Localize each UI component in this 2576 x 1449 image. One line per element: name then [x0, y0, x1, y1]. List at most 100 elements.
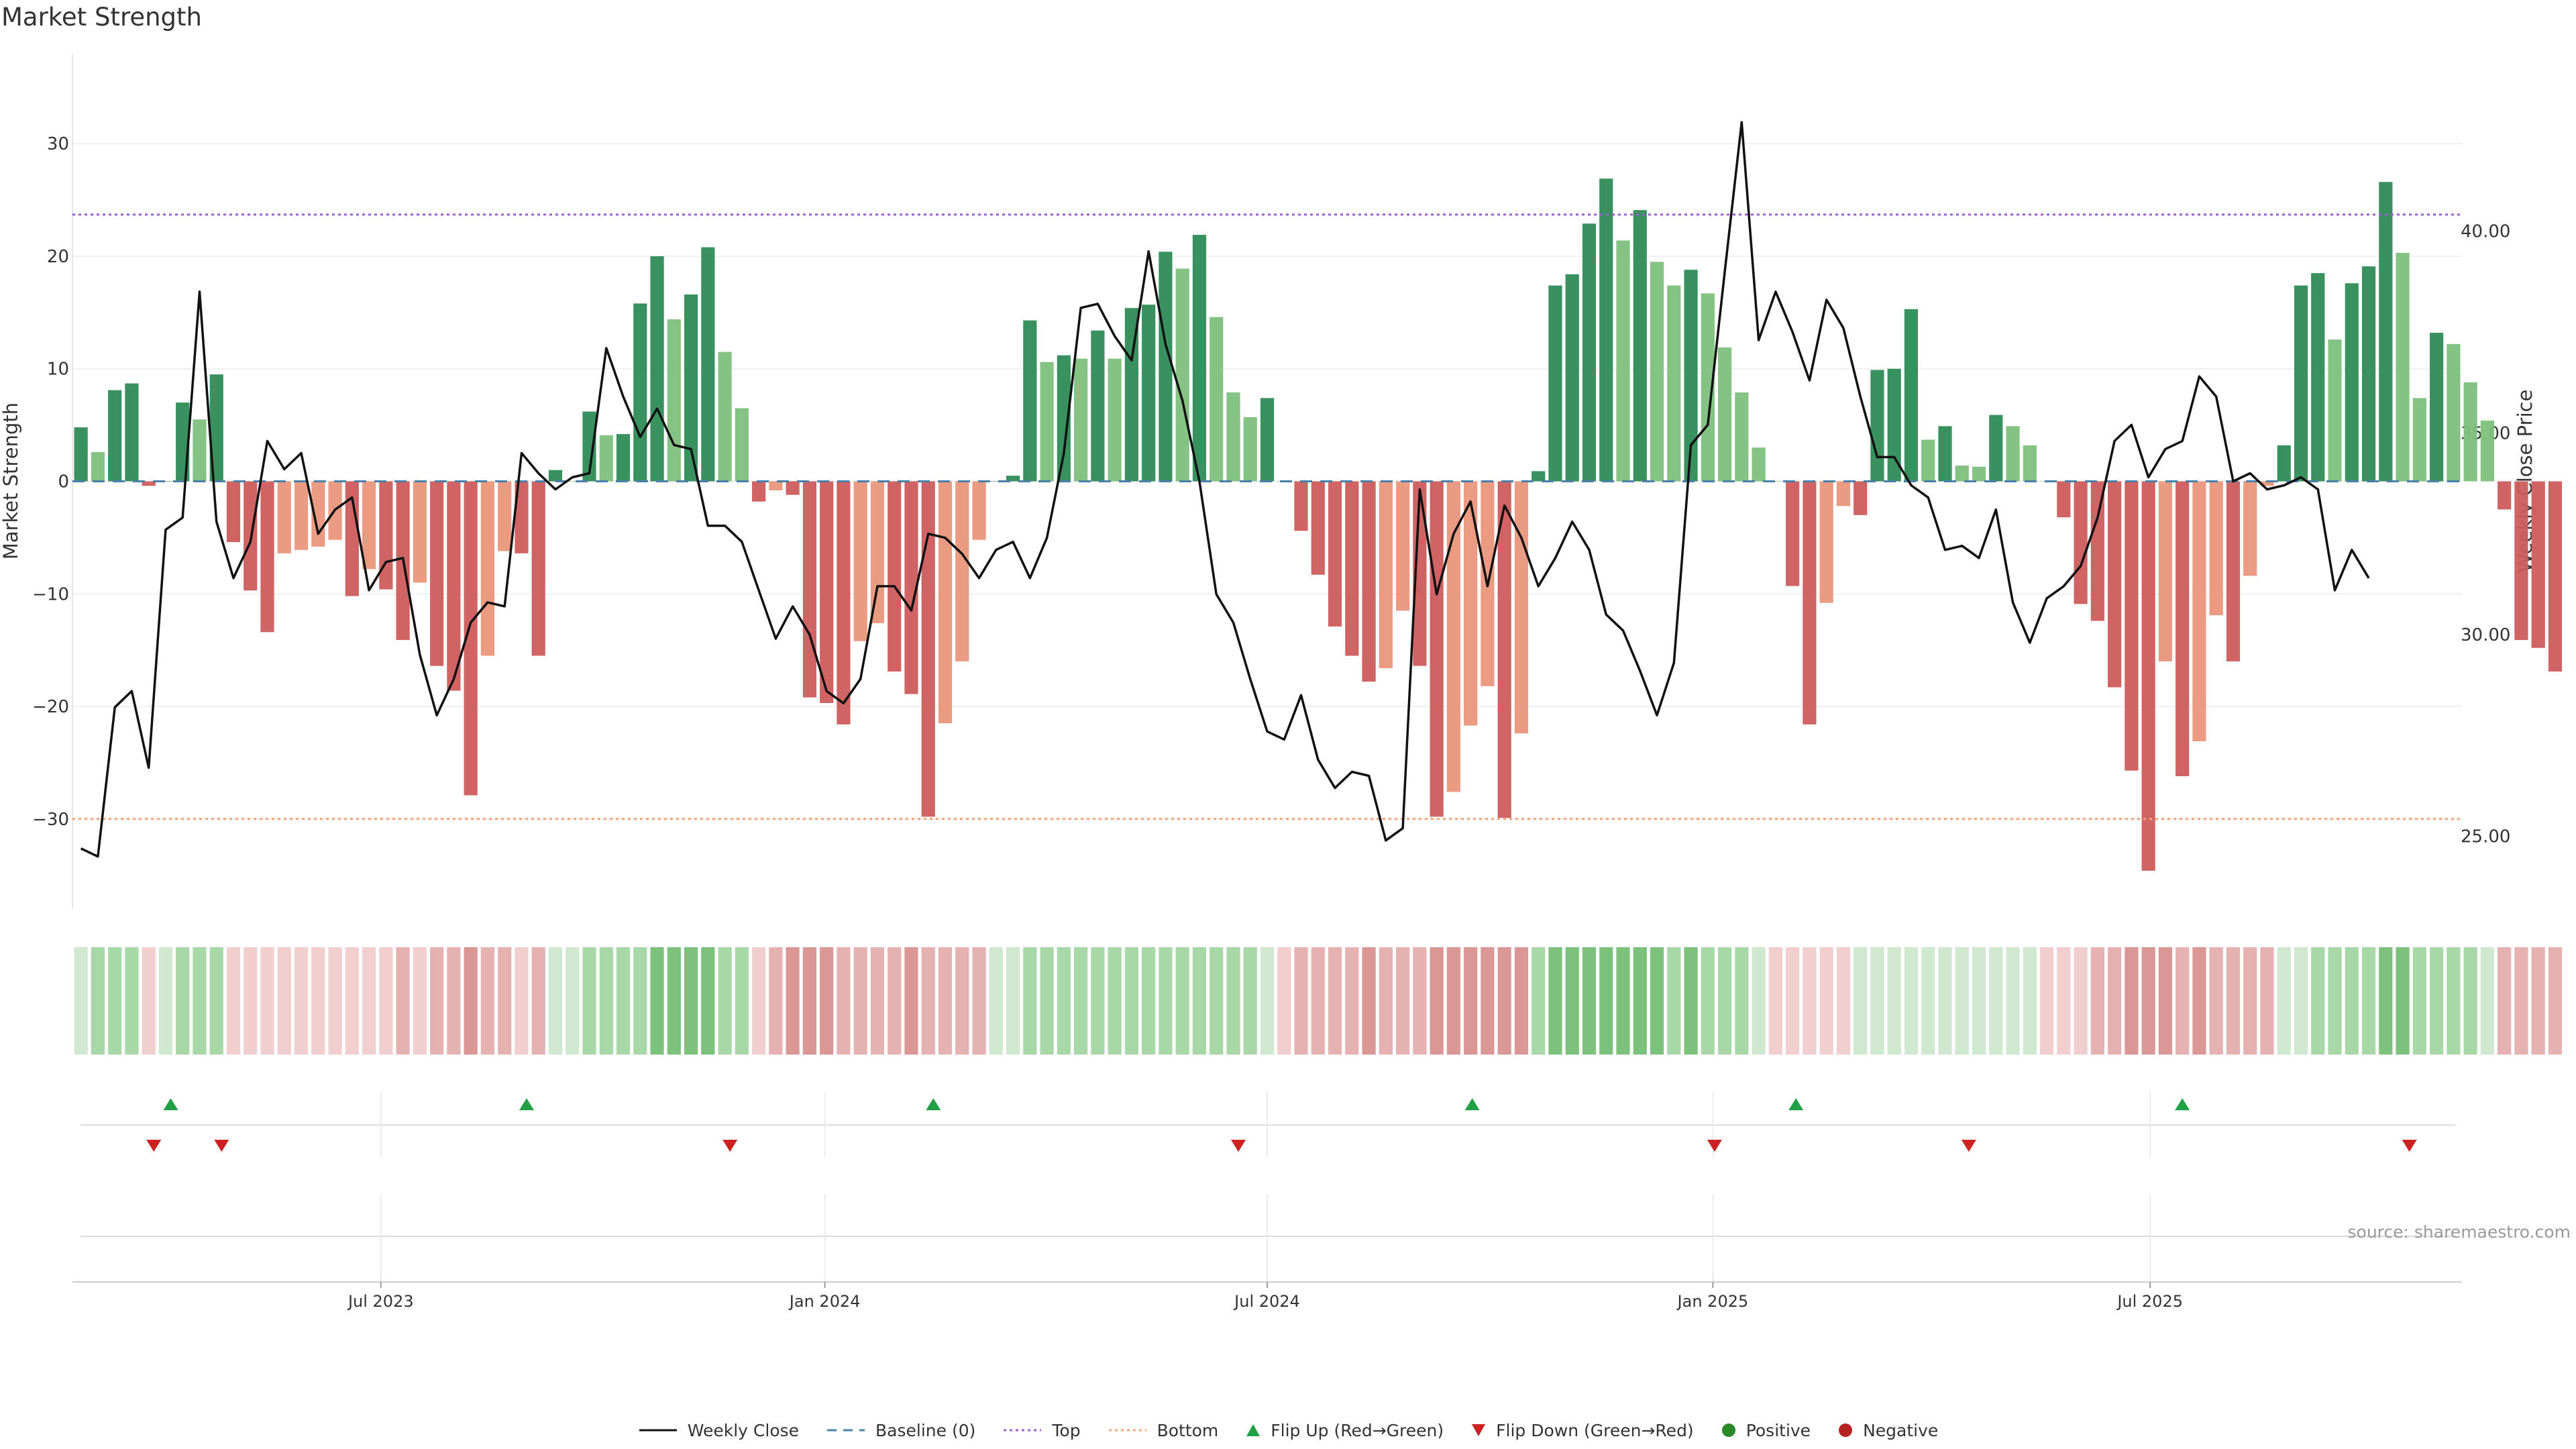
strength-bar: [2361, 266, 2376, 482]
heatmap-cell: [888, 947, 902, 1055]
flip-up-marker: [163, 1098, 178, 1110]
strength-bar: [1379, 481, 1393, 668]
strength-bar: [1786, 481, 1800, 586]
heatmap-cell: [2243, 947, 2257, 1055]
flip-down-marker: [722, 1140, 738, 1152]
strength-bar: [2412, 398, 2426, 482]
strength-bar: [1142, 305, 1156, 482]
heatmap-cell: [311, 947, 325, 1055]
flip-up-marker: [2175, 1098, 2190, 1110]
heatmap-cell: [1768, 947, 1782, 1055]
heatmap-cell: [2057, 947, 2071, 1055]
heatmap-cell: [582, 947, 596, 1055]
heatmap-cell: [91, 947, 105, 1055]
heatmap-cell: [1514, 947, 1529, 1055]
strength-bar: [667, 319, 681, 482]
strength-bar: [1616, 240, 1630, 482]
heatmap-cell: [1786, 947, 1800, 1055]
heatmap-cell: [1430, 947, 1444, 1055]
heatmap-cell: [735, 947, 749, 1055]
heatmap-cell: [362, 947, 376, 1055]
strength-bar: [531, 481, 545, 656]
heatmap-cell: [2412, 947, 2426, 1055]
legend-label: Positive: [1746, 1420, 1811, 1440]
strength-bar: [1667, 285, 1681, 482]
heatmap-cell: [74, 947, 88, 1055]
strength-bar: [2209, 481, 2223, 616]
y-tick-label-left: 20: [47, 247, 69, 267]
strength-bar: [1532, 471, 1546, 482]
y-tick-label-left: 0: [58, 472, 69, 492]
heatmap-cell: [752, 947, 766, 1055]
heatmap-cell: [2447, 947, 2461, 1055]
top-dotted-line-icon: [1004, 1429, 1042, 1432]
strength-bar: [362, 481, 376, 570]
x-tick-label: Jan 2024: [788, 1292, 861, 1311]
strength-bar: [1955, 466, 1969, 482]
strength-bar: [1124, 308, 1139, 482]
strength-bar: [2396, 252, 2410, 482]
heatmap-cell: [430, 947, 444, 1055]
heatmap-cell: [718, 947, 732, 1055]
strength-bar: [2498, 481, 2512, 510]
strength-bar: [108, 390, 122, 482]
strength-bar: [2176, 481, 2190, 777]
heatmap-cell: [1972, 947, 1986, 1055]
strength-bar: [1243, 417, 1257, 482]
strength-bar: [447, 481, 461, 691]
legend-item-flip-down: Flip Down (Green→Red): [1470, 1421, 1694, 1440]
threshold-lines: [72, 213, 2462, 820]
heatmap-cell: [1446, 947, 1460, 1055]
strength-bar: [2226, 481, 2241, 661]
strength-bar: [2463, 382, 2477, 482]
strength-bar: [701, 247, 715, 482]
strength-bar: [1819, 481, 1833, 603]
strength-bar: [904, 481, 918, 694]
y-axis-title-left: Market Strength: [0, 402, 22, 559]
strength-bar: [1040, 362, 1054, 482]
heatmap-cell: [921, 947, 935, 1055]
strength-bar: [1870, 370, 1884, 482]
strength-bar: [1735, 392, 1749, 482]
heatmap-cell: [1701, 947, 1715, 1055]
strength-bar: [1413, 481, 1427, 666]
strength-bar: [1328, 481, 1342, 627]
heatmap-cell: [2498, 947, 2512, 1055]
heatmap-cell: [1057, 947, 1071, 1055]
weekly-close-line-icon: [639, 1429, 677, 1432]
heatmap-cell: [379, 947, 393, 1055]
strength-bar: [582, 411, 596, 482]
heatmap-cell: [667, 947, 681, 1055]
x-tick-label: Jul 2025: [2116, 1292, 2183, 1311]
heatmap-cell: [548, 947, 563, 1055]
heatmap-cell: [2158, 947, 2173, 1055]
heatmap-cell: [1854, 947, 1868, 1055]
y-tick-label-left: 10: [47, 360, 69, 380]
strength-bar: [430, 481, 444, 666]
strength-bar: [820, 481, 834, 703]
bottom-dotted-line-icon: [1108, 1429, 1146, 1432]
strength-bar: [955, 481, 969, 661]
heatmap-cell: [328, 947, 342, 1055]
heatmap-cell: [837, 947, 851, 1055]
x-axis: Jul 2023 Jan 2024 Jul 2024 Jan 2025 Jul 2025: [72, 1281, 2462, 1311]
green-dot-icon: [1721, 1424, 1735, 1437]
strength-bar: [480, 481, 495, 656]
heatmap-cell: [820, 947, 834, 1055]
strength-bar: [2311, 273, 2325, 482]
heatmap-cell: [599, 947, 613, 1055]
strength-bar: [1582, 223, 1597, 482]
strength-bar: [1497, 481, 1511, 818]
heatmap-cell: [1159, 947, 1173, 1055]
heatmap-cell: [1616, 947, 1630, 1055]
strength-bar: [1294, 481, 1308, 531]
heatmap-cell: [1243, 947, 1257, 1055]
strength-bar: [1514, 481, 1529, 734]
strength-bar: [1210, 317, 1224, 482]
strength-bar: [1464, 481, 1478, 726]
heatmap-cell: [2209, 947, 2223, 1055]
heatmap-cell: [1548, 947, 1562, 1055]
y-tick-label-left: 30: [47, 134, 69, 154]
heatmap-cell: [413, 947, 427, 1055]
